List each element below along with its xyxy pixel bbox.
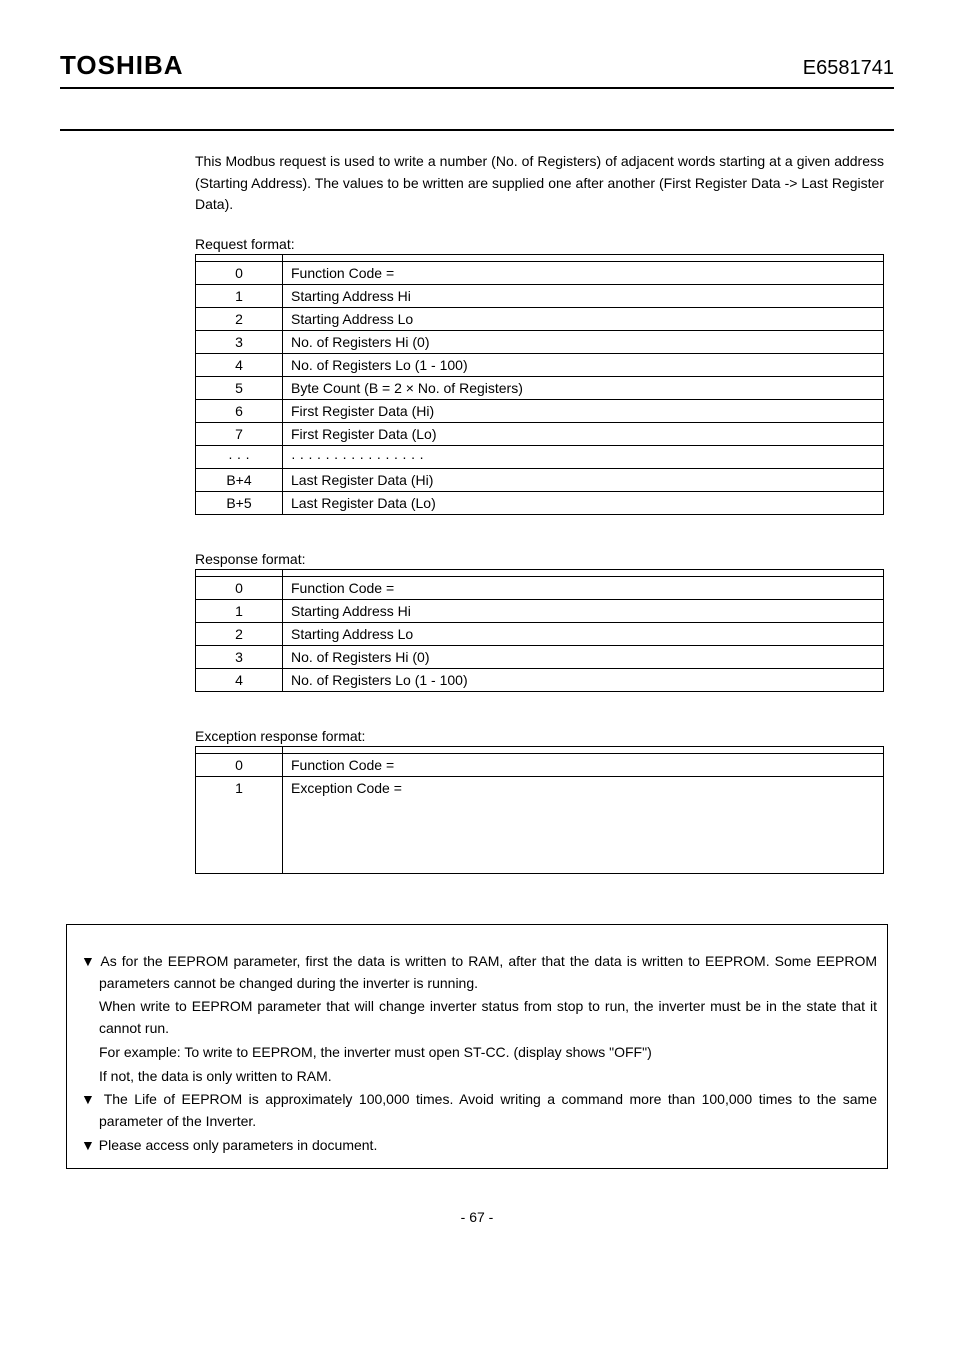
table-cell-desc: Byte Count (B = 2 × No. of Registers) — [283, 377, 884, 400]
note-subitem: When write to EEPROM parameter that will… — [77, 996, 877, 1039]
table-cell-offset: B+5 — [196, 492, 283, 515]
table-row: 2Starting Address Lo — [196, 623, 884, 646]
table-row: 0Function Code = — [196, 262, 884, 285]
table-cell-desc: Exception Code = — [283, 777, 884, 874]
table-row: 4No. of Registers Lo (1 - 100) — [196, 669, 884, 692]
divider — [60, 129, 894, 131]
table-cell-desc: Starting Address Hi — [283, 285, 884, 308]
table-cell-desc: First Register Data (Lo) — [283, 423, 884, 446]
table-cell-offset: 5 — [196, 377, 283, 400]
doc-number: E6581741 — [803, 57, 894, 80]
exception-table-caption: Exception response format: — [195, 728, 884, 744]
table-cell-offset — [196, 255, 283, 262]
table-cell-offset: 4 — [196, 669, 283, 692]
table-cell-desc: Function Code = — [283, 577, 884, 600]
table-cell-desc: Last Register Data (Hi) — [283, 469, 884, 492]
request-table-caption: Request format: — [195, 236, 884, 252]
table-cell-offset: 3 — [196, 331, 283, 354]
note-item: ▼ Please access only parameters in docum… — [77, 1135, 877, 1157]
table-row — [196, 747, 884, 754]
table-cell-desc: No. of Registers Lo (1 - 100) — [283, 669, 884, 692]
table-row — [196, 255, 884, 262]
table-cell-desc — [283, 570, 884, 577]
table-row: 2Starting Address Lo — [196, 308, 884, 331]
note-item: ▼ The Life of EEPROM is approximately 10… — [77, 1089, 877, 1132]
exception-table: 0Function Code =1Exception Code = — [195, 746, 884, 874]
table-row: 1Exception Code = — [196, 777, 884, 874]
table-row: 4No. of Registers Lo (1 - 100) — [196, 354, 884, 377]
notes-box: ▼ As for the EEPROM parameter, first the… — [66, 924, 888, 1169]
table-row: 1Starting Address Hi — [196, 600, 884, 623]
intro-paragraph: This Modbus request is used to write a n… — [195, 151, 884, 216]
table-row: 0Function Code = — [196, 754, 884, 777]
table-cell-desc: Function Code = — [283, 754, 884, 777]
table-cell-desc: First Register Data (Hi) — [283, 400, 884, 423]
table-row: 6First Register Data (Hi) — [196, 400, 884, 423]
table-cell-offset: 2 — [196, 623, 283, 646]
table-cell-offset: 1 — [196, 285, 283, 308]
table-row: 7First Register Data (Lo) — [196, 423, 884, 446]
table-cell-desc: No. of Registers Hi (0) — [283, 646, 884, 669]
table-cell-offset: 4 — [196, 354, 283, 377]
table-cell-desc: Starting Address Hi — [283, 600, 884, 623]
note-item: ▼ As for the EEPROM parameter, first the… — [77, 951, 877, 994]
table-cell-offset: 2 — [196, 308, 283, 331]
table-row: 1Starting Address Hi — [196, 285, 884, 308]
page-number: - 67 - — [60, 1209, 894, 1225]
table-cell-offset: · · · — [196, 446, 283, 469]
table-row: 5Byte Count (B = 2 × No. of Registers) — [196, 377, 884, 400]
table-cell-desc: Last Register Data (Lo) — [283, 492, 884, 515]
table-cell-desc: · · · · · · · · · · · · · · · · — [283, 446, 884, 469]
response-table: 0Function Code =1Starting Address Hi2Sta… — [195, 569, 884, 692]
table-cell-desc: No. of Registers Lo (1 - 100) — [283, 354, 884, 377]
table-row: B+5Last Register Data (Lo) — [196, 492, 884, 515]
table-cell-desc: No. of Registers Hi (0) — [283, 331, 884, 354]
table-cell-offset: 3 — [196, 646, 283, 669]
table-row: 3No. of Registers Hi (0) — [196, 331, 884, 354]
note-subitem: If not, the data is only written to RAM. — [77, 1066, 877, 1088]
response-table-caption: Response format: — [195, 551, 884, 567]
request-table: 0Function Code =1Starting Address Hi2Sta… — [195, 254, 884, 515]
table-cell-offset: B+4 — [196, 469, 283, 492]
page-header: TOSHIBA E6581741 — [60, 50, 894, 89]
table-cell-offset: 0 — [196, 262, 283, 285]
table-cell-offset: 7 — [196, 423, 283, 446]
table-cell-offset: 1 — [196, 777, 283, 874]
table-cell-desc: Starting Address Lo — [283, 623, 884, 646]
table-cell-offset: 0 — [196, 577, 283, 600]
note-subitem: For example: To write to EEPROM, the inv… — [77, 1042, 877, 1064]
table-cell-desc: Function Code = — [283, 262, 884, 285]
table-cell-desc — [283, 747, 884, 754]
table-cell-desc: Starting Address Lo — [283, 308, 884, 331]
table-row: · · ·· · · · · · · · · · · · · · · · — [196, 446, 884, 469]
table-cell-desc — [283, 255, 884, 262]
table-row: B+4Last Register Data (Hi) — [196, 469, 884, 492]
table-cell-offset: 0 — [196, 754, 283, 777]
brand-logo: TOSHIBA — [60, 50, 184, 81]
table-row — [196, 570, 884, 577]
table-row: 0Function Code = — [196, 577, 884, 600]
table-cell-offset: 1 — [196, 600, 283, 623]
table-row: 3No. of Registers Hi (0) — [196, 646, 884, 669]
table-cell-offset: 6 — [196, 400, 283, 423]
table-cell-offset — [196, 570, 283, 577]
table-cell-offset — [196, 747, 283, 754]
